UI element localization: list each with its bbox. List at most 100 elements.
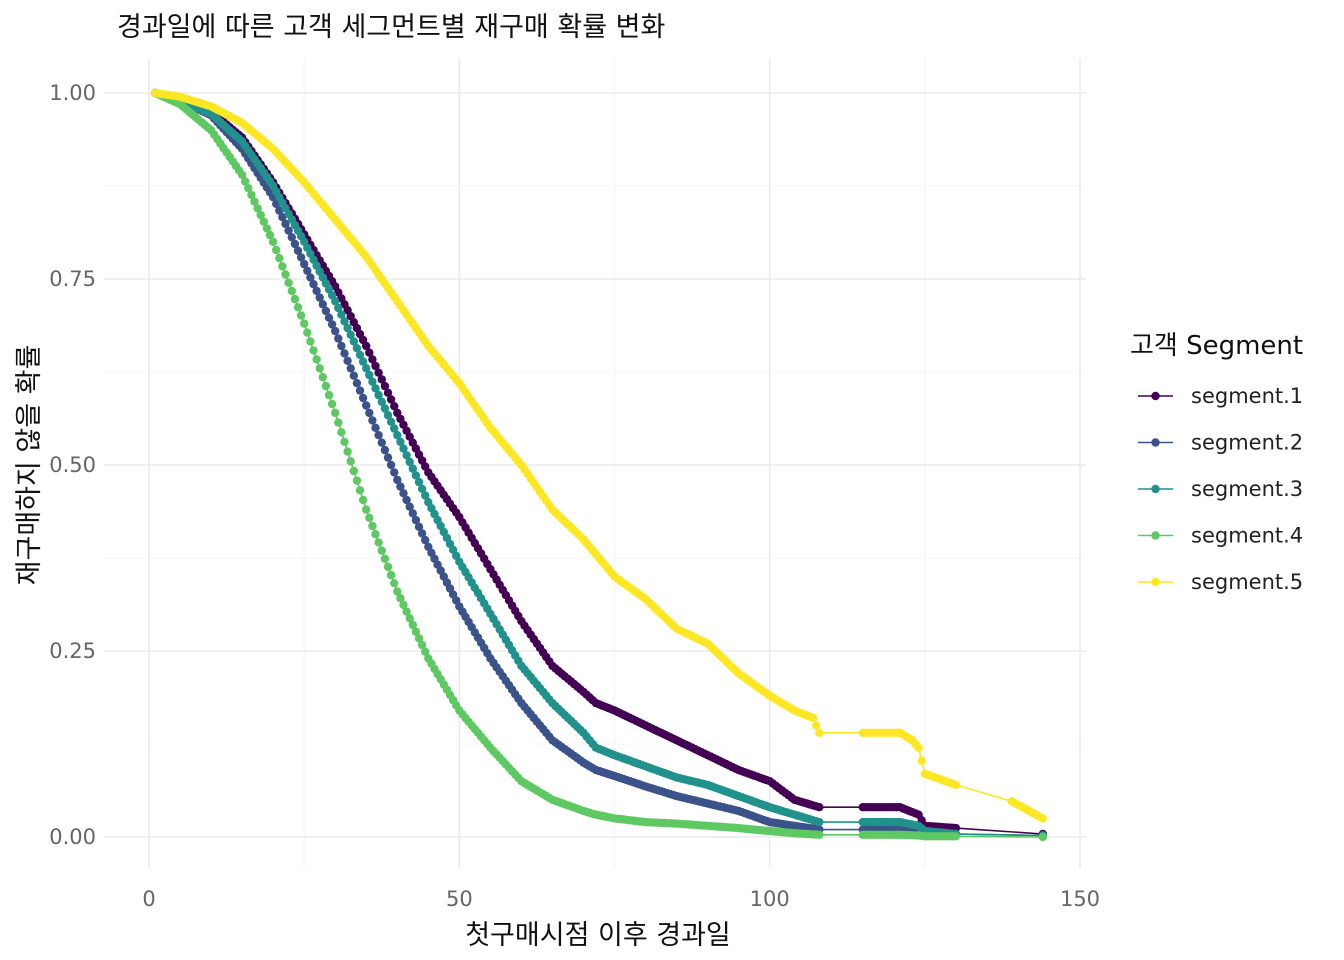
data-point xyxy=(346,330,355,339)
data-point xyxy=(346,364,355,373)
data-point xyxy=(337,428,346,437)
data-point xyxy=(386,460,396,470)
data-point xyxy=(306,337,315,346)
legend-label: segment.3 xyxy=(1191,477,1303,501)
chart-title: 경과일에 따른 고객 세그먼트별 재구매 확률 변화 xyxy=(117,12,665,43)
data-point xyxy=(408,509,417,518)
legend-key-point xyxy=(1151,577,1160,587)
data-point xyxy=(383,453,393,462)
series-layer xyxy=(151,88,1048,842)
y-tick-label: 0.75 xyxy=(49,267,96,291)
data-point xyxy=(371,384,380,393)
legend-key-point xyxy=(1151,391,1160,401)
data-point xyxy=(334,334,343,343)
data-point xyxy=(355,486,365,495)
series-segment.3 xyxy=(151,88,1048,840)
data-point xyxy=(408,464,417,473)
data-point xyxy=(293,303,303,312)
data-point xyxy=(284,278,293,287)
data-point xyxy=(421,535,430,545)
data-point xyxy=(290,294,300,304)
data-point xyxy=(377,438,386,447)
data-point xyxy=(405,502,414,511)
data-point xyxy=(808,713,818,723)
data-point xyxy=(256,210,265,220)
data-point xyxy=(414,477,424,487)
data-point xyxy=(275,254,284,263)
data-point xyxy=(346,457,355,466)
data-point xyxy=(327,320,337,329)
x-axis-title: 첫구매시점 이후 경과일 xyxy=(465,920,731,951)
data-point xyxy=(408,620,417,630)
data-point xyxy=(399,600,408,610)
data-point xyxy=(334,303,343,313)
y-tick-label: 0.25 xyxy=(49,639,96,663)
data-point xyxy=(303,266,312,275)
data-point xyxy=(417,640,427,650)
data-point xyxy=(340,317,349,326)
data-point xyxy=(237,170,247,179)
data-point xyxy=(340,349,349,358)
data-point xyxy=(914,743,923,752)
data-point xyxy=(402,451,411,460)
data-point xyxy=(262,224,272,233)
data-point xyxy=(278,262,287,271)
data-point xyxy=(383,388,393,397)
data-point xyxy=(355,386,365,395)
data-point xyxy=(917,756,926,765)
data-point xyxy=(349,337,358,346)
data-point xyxy=(343,323,352,333)
data-point xyxy=(411,471,421,480)
data-point xyxy=(296,253,306,262)
data-point xyxy=(377,397,386,406)
y-axis-tick-labels: 0.00 0.25 0.50 0.75 1.00 xyxy=(49,81,96,849)
data-point xyxy=(365,348,374,357)
data-point xyxy=(303,328,312,337)
data-point xyxy=(374,538,383,547)
data-point xyxy=(399,444,408,453)
data-point xyxy=(324,390,334,400)
legend-label: segment.4 xyxy=(1191,524,1303,548)
data-point xyxy=(380,381,390,391)
data-point xyxy=(337,341,346,351)
data-point xyxy=(352,379,362,388)
legend-label: segment.5 xyxy=(1191,570,1303,594)
y-tick-label: 1.00 xyxy=(49,81,96,105)
data-point xyxy=(296,311,306,320)
data-point xyxy=(421,647,430,656)
legend-key-point xyxy=(1151,484,1160,494)
data-point xyxy=(371,423,380,432)
data-point xyxy=(380,404,390,413)
series-segment.5 xyxy=(151,88,1048,823)
data-point xyxy=(393,431,402,440)
data-point xyxy=(337,310,346,319)
y-tick-label: 0.00 xyxy=(49,825,96,849)
data-point xyxy=(315,293,324,302)
data-point xyxy=(244,184,253,193)
data-point xyxy=(318,300,327,309)
data-point xyxy=(315,364,324,373)
legend-key-point xyxy=(1151,438,1160,447)
legend-item: segment.3 xyxy=(1138,477,1303,501)
data-point xyxy=(293,246,303,255)
data-point xyxy=(399,489,408,498)
data-point xyxy=(815,817,824,827)
legend-item: segment.5 xyxy=(1138,570,1303,594)
data-point xyxy=(383,411,393,420)
data-point xyxy=(309,346,318,355)
legend-key-point xyxy=(1151,531,1160,540)
data-point xyxy=(374,368,383,377)
legend-items: segment.1 segment.2 segment.3 segment.4 segm… xyxy=(1138,384,1303,594)
data-point xyxy=(352,344,362,353)
y-tick-label: 0.50 xyxy=(49,453,96,477)
data-point xyxy=(386,395,396,404)
data-point xyxy=(390,468,399,477)
data-point xyxy=(253,204,262,213)
data-point xyxy=(393,587,402,596)
data-point xyxy=(951,780,961,790)
data-point xyxy=(272,245,281,255)
data-point xyxy=(324,313,334,322)
y-axis-title: 재구매하지 않을 확률 xyxy=(14,345,45,586)
data-point xyxy=(402,495,411,505)
